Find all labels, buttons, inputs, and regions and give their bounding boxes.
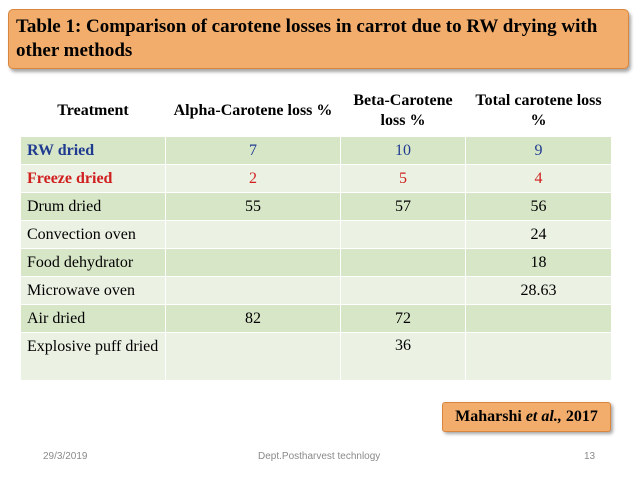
beta-cell: 36 [340, 332, 466, 381]
treatment-cell: Microwave oven [20, 276, 166, 305]
beta-cell: 10 [340, 136, 466, 165]
citation-year: 2017 [565, 408, 598, 425]
table-row: RW dried 7 10 9 [20, 136, 612, 165]
total-cell [465, 332, 612, 381]
citation-etal: et al., [525, 408, 562, 425]
alpha-cell [165, 276, 341, 305]
beta-cell [340, 220, 466, 249]
header-treatment: Treatment [20, 85, 166, 137]
footer-date: 29/3/2019 [43, 451, 88, 462]
alpha-cell [165, 220, 341, 249]
carotene-loss-table: Treatment Alpha-Carotene loss % Beta-Car… [20, 85, 612, 381]
total-cell: 28.63 [465, 276, 612, 305]
treatment-cell: Convection oven [20, 220, 166, 249]
treatment-cell: Freeze dried [20, 164, 166, 193]
header-alpha-carotene: Alpha-Carotene loss % [165, 85, 341, 137]
total-cell: 18 [465, 248, 612, 277]
table-row: Explosive puff dried 36 [20, 332, 612, 381]
total-cell: 24 [465, 220, 612, 249]
slide-title: Table 1: Comparison of carotene losses i… [8, 9, 629, 69]
beta-cell: 72 [340, 304, 466, 333]
table-row: Freeze dried 2 5 4 [20, 164, 612, 193]
beta-cell [340, 276, 466, 305]
table-row: Food dehydrator 18 [20, 248, 612, 277]
table-row: Drum dried 55 57 56 [20, 192, 612, 221]
table-row: Microwave oven 28.63 [20, 276, 612, 305]
total-cell: 56 [465, 192, 612, 221]
alpha-cell: 82 [165, 304, 341, 333]
alpha-cell [165, 248, 341, 277]
alpha-cell: 55 [165, 192, 341, 221]
footer-page-number: 13 [584, 451, 596, 462]
treatment-cell: RW dried [20, 136, 166, 165]
header-beta-carotene: Beta-Carotene loss % [340, 85, 466, 137]
total-cell [465, 304, 612, 333]
alpha-cell [165, 332, 341, 381]
beta-cell [340, 248, 466, 277]
citation-box: Maharshi et al., 2017 [442, 402, 611, 432]
treatment-cell: Air dried [20, 304, 166, 333]
alpha-cell: 2 [165, 164, 341, 193]
total-cell: 9 [465, 136, 612, 165]
beta-cell: 57 [340, 192, 466, 221]
alpha-cell: 7 [165, 136, 341, 165]
citation-author: Maharshi [455, 408, 522, 425]
table-header-row: Treatment Alpha-Carotene loss % Beta-Car… [20, 85, 612, 137]
treatment-cell: Drum dried [20, 192, 166, 221]
treatment-cell: Explosive puff dried [20, 332, 166, 381]
total-cell: 4 [465, 164, 612, 193]
footer-department: Dept.Postharvest technlogy [258, 451, 381, 462]
header-total-carotene: Total carotene loss % [465, 85, 612, 137]
table-row: Air dried 82 72 [20, 304, 612, 333]
treatment-cell: Food dehydrator [20, 248, 166, 277]
beta-cell: 5 [340, 164, 466, 193]
table-row: Convection oven 24 [20, 220, 612, 249]
